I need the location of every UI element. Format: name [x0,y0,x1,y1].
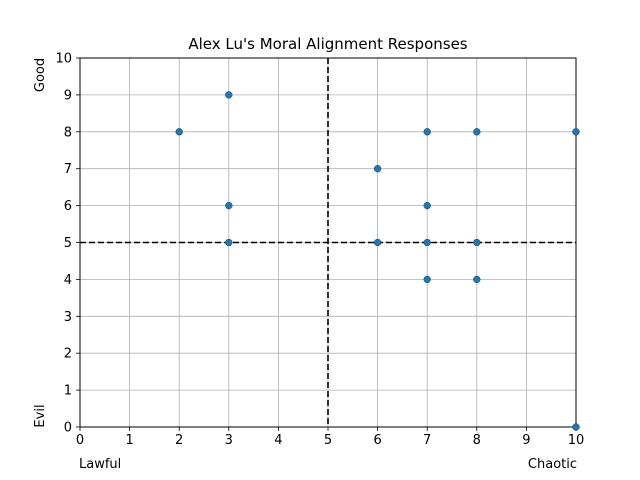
data-point-12 [473,275,481,284]
data-point-7 [423,201,431,210]
y-tick-label-3: 3 [64,310,72,325]
data-point-3 [225,238,233,247]
data-point-11 [473,238,481,247]
y-tick-label-0: 0 [64,421,72,436]
x-tick-label-9: 9 [522,433,530,448]
data-point-10 [473,128,481,136]
reference-lines [80,58,576,427]
data-point-9 [423,275,431,284]
x-tick-label-7: 7 [423,433,431,448]
x-tick-label-1: 1 [125,433,133,448]
data-point-6 [423,128,431,136]
y-tick-label-6: 6 [64,199,72,214]
y-low-label: Evil [33,404,48,427]
y-tick-label-7: 7 [64,162,72,177]
x-tick-label-3: 3 [225,433,233,448]
data-point-5 [373,238,382,247]
y-tick-label-4: 4 [64,273,72,288]
y-high-label: Good [33,58,48,92]
data-point-14 [572,423,580,431]
chart-title: Alex Lu's Moral Alignment Responses [188,35,467,53]
x-tick-label-6: 6 [373,433,381,448]
y-tick-label-8: 8 [64,125,72,140]
x-tick-label-8: 8 [473,433,481,448]
data-point-0 [175,128,183,136]
x-tick-label-10: 10 [568,433,585,448]
data-point-8 [423,238,431,247]
y-axis: 0 1 2 3 4 5 6 7 8 9 10 [55,52,80,436]
y-tick-label-10: 10 [55,52,72,67]
x-tick-label-0: 0 [76,433,84,448]
data-point-4 [373,165,382,173]
x-tick-label-4: 4 [274,433,282,448]
data-point-13 [572,128,580,136]
data-points [175,91,580,431]
data-point-2 [225,201,233,210]
x-axis: 0 1 2 3 4 5 6 7 8 9 10 [76,427,584,448]
x-high-label: Chaotic [528,457,577,472]
x-tick-label-2: 2 [175,433,183,448]
y-tick-label-9: 9 [64,88,72,103]
x-tick-label-5: 5 [324,433,332,448]
y-tick-label-5: 5 [64,236,72,251]
data-point-1 [225,91,233,99]
x-low-label: Lawful [79,457,121,472]
y-tick-label-2: 2 [64,347,72,362]
y-tick-label-1: 1 [64,384,72,399]
